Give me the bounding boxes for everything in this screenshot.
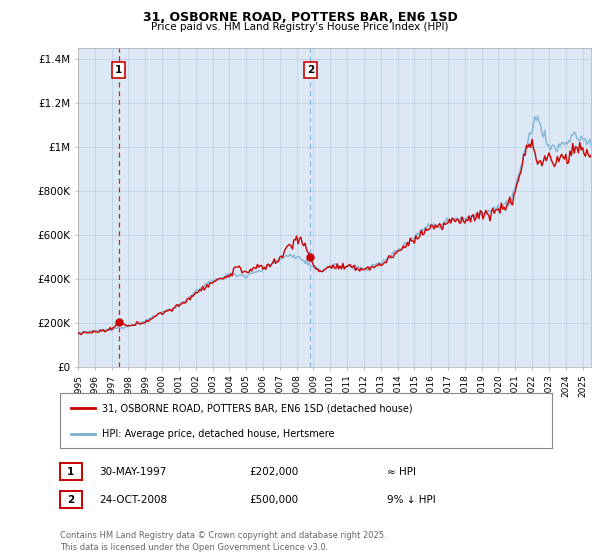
Text: 1: 1 [67, 466, 74, 477]
Text: £500,000: £500,000 [249, 494, 298, 505]
Text: 2: 2 [307, 65, 314, 75]
Text: 31, OSBORNE ROAD, POTTERS BAR, EN6 1SD (detached house): 31, OSBORNE ROAD, POTTERS BAR, EN6 1SD (… [102, 404, 412, 413]
Text: HPI: Average price, detached house, Hertsmere: HPI: Average price, detached house, Hert… [102, 430, 334, 439]
Text: 9% ↓ HPI: 9% ↓ HPI [387, 494, 436, 505]
Text: £202,000: £202,000 [249, 466, 298, 477]
Text: Contains HM Land Registry data © Crown copyright and database right 2025.
This d: Contains HM Land Registry data © Crown c… [60, 531, 386, 552]
Text: 2: 2 [67, 494, 74, 505]
Text: Price paid vs. HM Land Registry's House Price Index (HPI): Price paid vs. HM Land Registry's House … [151, 22, 449, 32]
Text: 24-OCT-2008: 24-OCT-2008 [99, 494, 167, 505]
Text: 30-MAY-1997: 30-MAY-1997 [99, 466, 166, 477]
Text: 1: 1 [115, 65, 122, 75]
Text: ≈ HPI: ≈ HPI [387, 466, 416, 477]
Text: 31, OSBORNE ROAD, POTTERS BAR, EN6 1SD: 31, OSBORNE ROAD, POTTERS BAR, EN6 1SD [143, 11, 457, 24]
